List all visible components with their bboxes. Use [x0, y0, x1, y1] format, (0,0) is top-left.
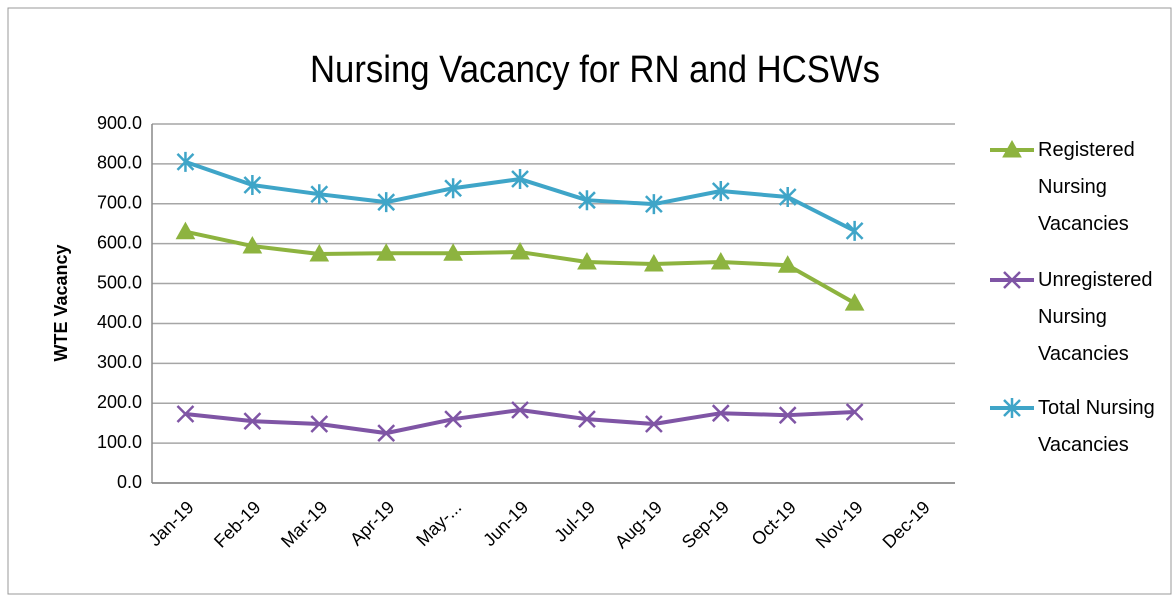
marker [310, 415, 329, 433]
marker [711, 181, 730, 202]
marker [778, 186, 797, 207]
marker [511, 169, 529, 190]
y-tick-label: 0.0 [117, 472, 142, 492]
marker [511, 401, 529, 419]
marker [377, 424, 396, 443]
marker [309, 244, 330, 262]
y-tick-label: 400.0 [97, 312, 142, 332]
marker [376, 243, 397, 261]
marker [578, 410, 596, 429]
marker [243, 175, 262, 196]
marker [175, 221, 196, 240]
marker [1003, 271, 1021, 289]
marker [242, 236, 263, 254]
marker [176, 151, 195, 172]
y-tick-label: 300.0 [97, 352, 142, 372]
legend-label: Total Nursing Vacancies [1038, 397, 1155, 456]
marker [778, 406, 797, 425]
marker [710, 251, 731, 270]
marker [444, 178, 463, 199]
marker [845, 403, 864, 421]
marker [510, 242, 530, 260]
marker [644, 253, 664, 272]
y-tick-label: 500.0 [97, 272, 142, 292]
marker [243, 412, 262, 431]
marker [443, 243, 463, 261]
y-axis-label: WTE Vacancy [51, 244, 71, 361]
marker [1003, 398, 1021, 418]
marker [644, 194, 663, 215]
y-tick-label: 200.0 [97, 392, 142, 412]
y-tick-label: 800.0 [97, 153, 142, 173]
marker [578, 190, 596, 211]
y-tick-label: 700.0 [97, 193, 142, 213]
legend-label: Unregistered Nursing Vacancies [1038, 269, 1153, 365]
marker [711, 404, 730, 423]
marker [777, 255, 798, 273]
legend-label: Registered Nursing Vacancies [1038, 139, 1135, 235]
chart-border [7, 7, 1172, 595]
marker [310, 184, 329, 205]
marker [845, 220, 864, 241]
y-tick-label: 100.0 [97, 432, 142, 452]
marker [644, 415, 663, 433]
marker [377, 192, 396, 213]
marker [176, 405, 195, 423]
y-tick-label: 900.0 [97, 113, 142, 133]
marker [577, 251, 597, 270]
y-tick-label: 600.0 [97, 232, 142, 252]
chart-title: Nursing Vacancy for RN and HCSWs [310, 49, 880, 91]
marker [844, 293, 865, 311]
marker [444, 410, 463, 429]
marker [1002, 139, 1022, 158]
